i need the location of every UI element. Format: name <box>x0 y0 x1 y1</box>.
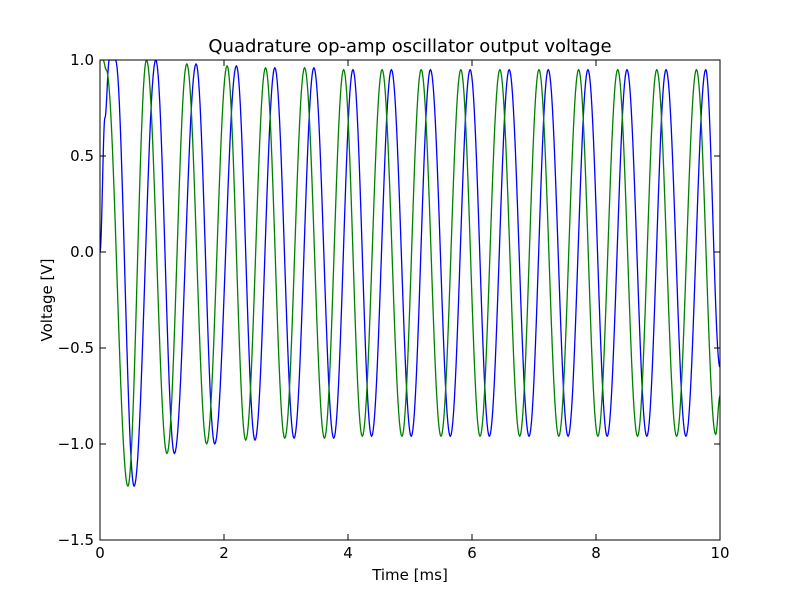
y-axis: 1.0 0.5 0.0 −0.5 −1.0 −1.5 <box>58 51 720 549</box>
x-tick-label: 8 <box>591 544 601 562</box>
x-tick-label: 2 <box>219 544 229 562</box>
series-line-1 <box>100 60 720 487</box>
x-tick-label: 0 <box>95 544 105 562</box>
y-axis-label: Voltage [V] <box>38 259 56 342</box>
y-tick-label: 1.0 <box>70 51 94 69</box>
y-tick-label: −0.5 <box>58 339 94 357</box>
y-tick-label: 0.0 <box>70 243 94 261</box>
y-tick-label: 0.5 <box>70 147 94 165</box>
y-tick-label: −1.0 <box>58 435 94 453</box>
series-layer <box>100 60 720 487</box>
x-axis: 0 2 4 6 8 10 <box>95 60 730 562</box>
plot-frame <box>99 59 721 541</box>
x-axis-label: Time [ms] <box>371 566 448 584</box>
chart-title: Quadrature op-amp oscillator output volt… <box>208 36 611 57</box>
series-line-2 <box>100 60 720 487</box>
plot-area: 0 2 4 6 8 10 1.0 0.5 0.0 −0.5 −1.0 −1.5 <box>58 51 730 562</box>
x-tick-label: 4 <box>343 544 353 562</box>
x-tick-label: 6 <box>467 544 477 562</box>
x-tick-label: 10 <box>710 544 729 562</box>
y-tick-label: −1.5 <box>58 531 94 549</box>
